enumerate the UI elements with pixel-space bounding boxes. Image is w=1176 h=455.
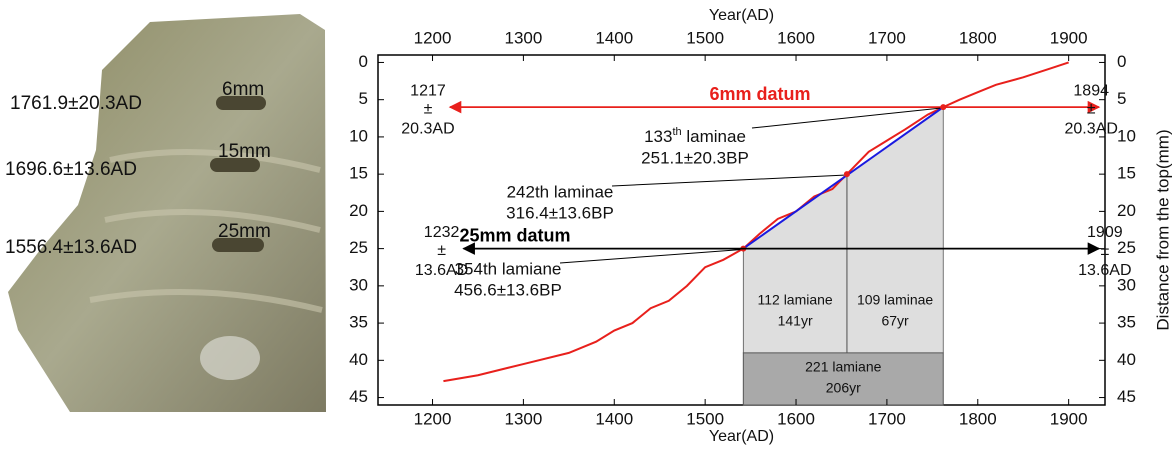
x-tick-label-top: 1700 (868, 28, 906, 47)
y-tick-label: 5 (359, 89, 368, 108)
datum-start-note: 20.3AD (401, 120, 454, 137)
region-label: 221 lamiane (805, 359, 881, 375)
x-tick-label-top: 1900 (1050, 28, 1088, 47)
datum-label: 25mm datum (459, 225, 570, 245)
series-line (742, 106, 944, 250)
annotation-pointer (559, 249, 741, 264)
white-patch (200, 336, 260, 380)
datum-end-note: 13.6AD (1078, 262, 1131, 279)
photo (8, 14, 326, 412)
y-tick-label: 40 (349, 350, 368, 369)
laminae-age: 316.4±13.6BP (506, 203, 614, 222)
laminae-number: 133 (644, 127, 672, 146)
y-tick-label-right: 10 (1117, 126, 1136, 145)
x-tick-label-top: 1400 (595, 28, 633, 47)
laminae-label: 354th lamiane (455, 259, 562, 278)
annotation-pointer (751, 107, 941, 129)
datum-start-note: ± (424, 100, 433, 117)
y-tick-label: 30 (349, 275, 368, 294)
y-tick-label-right: 5 (1117, 89, 1126, 108)
x-tick-label: 1600 (777, 409, 815, 428)
series-line (443, 61, 1069, 383)
x-tick-label-top: 1300 (504, 28, 542, 47)
y-tick-label: 0 (359, 52, 368, 71)
photo-age-label: 1696.6±13.6AD (5, 159, 137, 180)
datum-start-note: ± (437, 242, 446, 259)
photo-depth-label: 25mm (218, 221, 271, 242)
datum-end-note: ± (1100, 242, 1109, 259)
laminae-superscript: th (672, 126, 681, 138)
x-tick-label: 1700 (868, 409, 906, 428)
region-label: 206yr (826, 380, 861, 396)
x-tick-label: 1900 (1050, 409, 1088, 428)
y-tick-label-right: 25 (1117, 238, 1136, 257)
y-tick-label-right: 15 (1117, 164, 1136, 183)
y-tick-label: 10 (349, 126, 368, 145)
sample-slot (212, 238, 264, 252)
y-tick-label-right: 0 (1117, 52, 1126, 71)
x-tick-label-top: 1200 (414, 28, 452, 47)
datum-start-year: 1232 (424, 224, 460, 241)
sample-slot (216, 96, 266, 110)
datum-start-year: 1217 (410, 82, 446, 99)
sample-slot (210, 158, 260, 172)
x-tick-label: 1400 (595, 409, 633, 428)
photo-age-label: 1556.4±13.6AD (5, 237, 137, 258)
y-tick-label: 20 (349, 201, 368, 220)
x-tick-label: 1800 (959, 409, 997, 428)
x-tick-label: 1200 (414, 409, 452, 428)
laminae-age: 456.6±13.6BP (454, 280, 562, 299)
region-label: 67yr (881, 313, 909, 329)
y-tick-label-right: 20 (1117, 201, 1136, 220)
laminae-point (843, 171, 850, 178)
datum-label: 6mm datum (709, 84, 810, 104)
datum-end-note: 20.3AD (1065, 120, 1118, 137)
photo-age-label: 1761.9±20.3AD (10, 93, 142, 114)
laminae-age: 251.1±20.3BP (641, 148, 749, 167)
y-tick-label: 25 (349, 238, 368, 257)
datum-end-note: ± (1087, 100, 1096, 117)
photo-depth-label: 6mm (222, 79, 264, 100)
y-tick-label: 15 (349, 164, 368, 183)
region-label: 109 laminae (857, 292, 933, 308)
x-tick-label: 1500 (686, 409, 724, 428)
datum-end-year: 1894 (1073, 82, 1109, 99)
region-label: 141yr (778, 313, 813, 329)
y-tick-label-right: 35 (1117, 313, 1136, 332)
laminae-text: laminae (682, 127, 746, 146)
x-axis-title: Year(AD) (709, 428, 774, 445)
annotation-pointer (611, 174, 844, 187)
datum-end-year: 1909 (1087, 224, 1123, 241)
plot-frame (377, 54, 1106, 406)
y-tick-label-right: 40 (1117, 350, 1136, 369)
laminae-label: 242th laminae (507, 182, 614, 201)
y-axis-title: Distance from the top(mm) (1153, 129, 1172, 330)
x-axis-title-top: Year(AD) (709, 7, 774, 24)
photo-depth-label: 15mm (218, 141, 271, 162)
y-tick-label: 35 (349, 313, 368, 332)
datum-start-note: 13.6AD (415, 262, 468, 279)
y-tick-label-right: 30 (1117, 275, 1136, 294)
x-tick-label-top: 1500 (686, 28, 724, 47)
growth-bands (89, 149, 323, 313)
region (742, 352, 944, 406)
x-tick-label-top: 1800 (959, 28, 997, 47)
region-label: 112 lamiane (757, 292, 832, 308)
x-tick-label-top: 1600 (777, 28, 815, 47)
x-tick-label: 1300 (504, 409, 542, 428)
y-tick-label: 45 (349, 387, 368, 406)
laminae-label: 133th laminae (644, 126, 746, 147)
y-tick-label-right: 45 (1117, 387, 1136, 406)
